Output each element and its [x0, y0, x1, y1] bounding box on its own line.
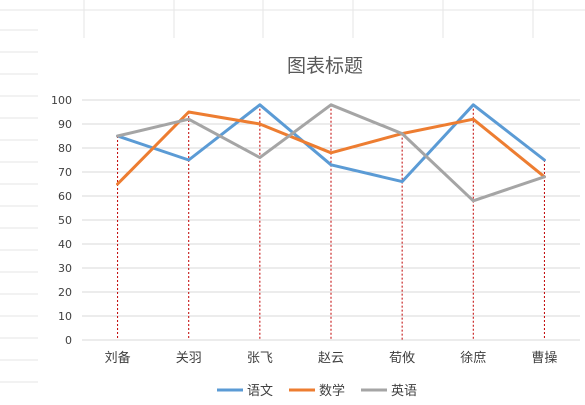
x-category-label: 曹操 [531, 350, 557, 366]
x-category-label: 关羽 [176, 351, 202, 366]
chart-area[interactable] [38, 38, 585, 405]
y-tick-label: 100 [51, 94, 72, 107]
y-axis-tick-labels: 0 10 20 30 40 50 60 70 80 90 100 [51, 94, 72, 347]
drop-lines [117, 104, 545, 340]
series-line-语文[interactable] [116, 103, 546, 184]
y-tick-label: 40 [58, 238, 72, 251]
y-tick-label: 10 [58, 310, 72, 323]
legend-label[interactable]: 数学 [319, 383, 345, 399]
y-tick-label: 30 [58, 262, 72, 275]
x-category-label: 荀攸 [389, 351, 415, 366]
y-tick-label: 20 [58, 286, 72, 299]
x-category-label: 徐庶 [460, 350, 486, 366]
series-line-数学[interactable] [116, 110, 546, 186]
legend[interactable]: 语文 数学 英语 [217, 383, 417, 399]
y-tick-label: 90 [58, 118, 72, 131]
spreadsheet-grid [0, 0, 585, 383]
gridlines [82, 99, 580, 341]
x-category-label: 张飞 [247, 351, 273, 366]
y-tick-label: 70 [58, 166, 72, 179]
legend-label[interactable]: 语文 [247, 384, 273, 399]
series-lines[interactable] [116, 103, 546, 203]
y-tick-label: 60 [58, 190, 72, 203]
y-tick-label: 50 [58, 214, 72, 227]
y-tick-label: 0 [65, 334, 72, 347]
x-category-label: 刘备 [105, 350, 131, 366]
series-line-英语[interactable] [116, 103, 546, 203]
y-tick-label: 80 [58, 142, 72, 155]
chart-title[interactable]: 图表标题 [287, 55, 363, 77]
x-axis-category-labels: 刘备 关羽 张飞 赵云 荀攸 徐庶 曹操 [105, 350, 558, 366]
x-category-label: 赵云 [318, 351, 344, 366]
legend-label[interactable]: 英语 [391, 384, 417, 399]
